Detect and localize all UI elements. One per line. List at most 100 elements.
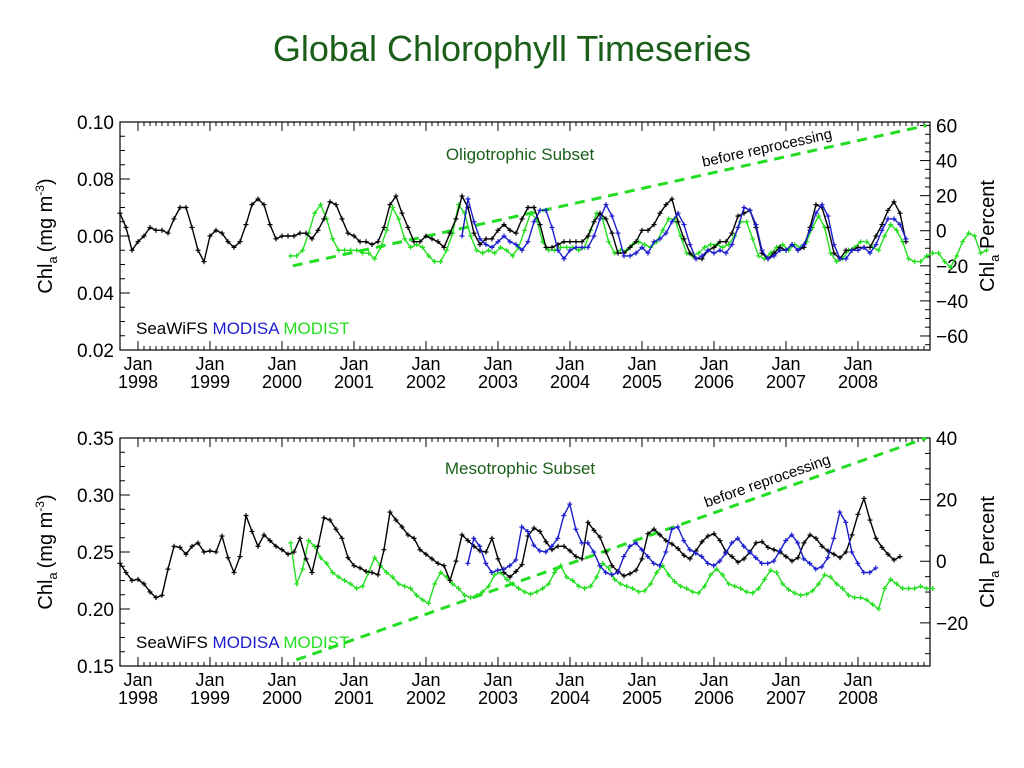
legend-modisa: MODISA	[213, 319, 281, 338]
x-tick-label-year: 2002	[406, 688, 446, 708]
y-tick-label: 0.30	[77, 486, 114, 507]
y2-tick-label: 40	[936, 152, 957, 173]
x-tick-label-month: Jan	[627, 670, 656, 690]
legend-seawifs: SeaWiFS	[136, 633, 208, 652]
y2-label-rest: Percent	[977, 180, 999, 255]
y2-axis-label: Chla Percent	[977, 180, 1002, 292]
y2-tick-label: −60	[936, 327, 968, 348]
series-line-seawifs	[119, 194, 907, 264]
x-tick-label-month: Jan	[123, 670, 152, 690]
x-tick-label-year: 1998	[118, 372, 158, 392]
x-tick-label-month: Jan	[267, 354, 296, 374]
reprocessing-line	[295, 436, 927, 662]
x-tick-label-month: Jan	[267, 670, 296, 690]
x-tick-label-month: Jan	[843, 354, 872, 374]
y-tick-label: 0.20	[77, 600, 114, 621]
x-tick-label-year: 2000	[262, 372, 302, 392]
legend-modist: MODIST	[283, 633, 349, 652]
x-tick-label-month: Jan	[843, 670, 872, 690]
y2-label-rest: Percent	[977, 496, 999, 571]
x-tick-label-year: 2004	[550, 688, 590, 708]
y2-tick-label: 20	[936, 491, 957, 512]
y-tick-label: 0.04	[77, 284, 114, 305]
legend-modisa: MODISA	[213, 633, 281, 652]
x-tick-label-year: 2008	[838, 688, 878, 708]
reprocessing-label: before reprocessing	[702, 451, 833, 511]
y-label-sub: a	[45, 572, 60, 580]
legend: SeaWiFS MODISA MODIST	[136, 633, 350, 652]
y2-label-sub: a	[987, 570, 1002, 578]
y-label-text: Chl	[35, 264, 57, 294]
page-title: Global Chlorophyll Timeseries	[272, 28, 752, 69]
y-tick-label: 0.10	[77, 113, 114, 134]
y-label-sub: a	[45, 256, 60, 264]
y2-tick-label: −20	[936, 614, 968, 635]
y2-axis-label: Chla Percent	[977, 496, 1002, 608]
x-tick-label-month: Jan	[195, 670, 224, 690]
panel-mesotrophic: Mesotrophic Subset Chla(mg m-3) Chla Per…	[33, 437, 1002, 667]
x-tick-label-month: Jan	[483, 354, 512, 374]
x-tick-label-year: 1999	[190, 688, 230, 708]
y-label-close: )	[35, 178, 57, 185]
y-tick-label: 0.02	[77, 341, 114, 362]
x-tick-label-year: 2006	[694, 688, 734, 708]
y-label-sup: -3	[33, 185, 47, 196]
x-tick-label-year: 1998	[118, 688, 158, 708]
y-tick-label: 0.15	[77, 657, 114, 678]
series-line-modisa	[467, 502, 877, 576]
y-label-text: Chl	[35, 580, 57, 610]
y2-tick-label: 20	[936, 187, 957, 208]
x-tick-label-year: 2001	[334, 688, 374, 708]
y-label-sup: -3	[33, 501, 47, 512]
reprocessing-line	[292, 124, 927, 268]
x-tick-label-month: Jan	[339, 670, 368, 690]
y2-tick-label: −40	[936, 292, 968, 313]
x-tick-label-year: 2003	[478, 372, 518, 392]
x-tick-label-year: 2006	[694, 372, 734, 392]
y2-tick-label: 40	[936, 429, 957, 450]
legend-modist: MODIST	[283, 319, 349, 338]
x-tick-label-month: Jan	[123, 354, 152, 374]
x-tick-label-month: Jan	[771, 670, 800, 690]
x-tick-label-year: 2000	[262, 688, 302, 708]
y-axis-label: Chla (mg m-3)	[33, 178, 60, 293]
y2-label-sub: a	[987, 254, 1002, 262]
x-tick-label-month: Jan	[555, 670, 584, 690]
x-tick-label-year: 2005	[622, 688, 662, 708]
x-tick-label-month: Jan	[627, 354, 656, 374]
y2-label-text: Chl	[977, 262, 999, 292]
x-tick-label-month: Jan	[555, 354, 584, 374]
x-tick-label-month: Jan	[771, 354, 800, 374]
y2-tick-label: 0	[936, 222, 947, 243]
x-tick-label-month: Jan	[699, 670, 728, 690]
y2-tick-label: 60	[936, 117, 957, 138]
x-tick-label-month: Jan	[195, 354, 224, 374]
y-tick-label: 0.25	[77, 543, 114, 564]
y2-tick-label: 0	[936, 552, 947, 573]
x-tick-label-year: 1999	[190, 372, 230, 392]
x-tick-label-year: 2001	[334, 372, 374, 392]
x-tick-label-month: Jan	[339, 354, 368, 374]
x-tick-label-month: Jan	[483, 670, 512, 690]
x-tick-label-year: 2007	[766, 688, 806, 708]
x-tick-label-month: Jan	[699, 354, 728, 374]
y-tick-label: 0.08	[77, 170, 114, 191]
reprocessing-label: before reprocessing	[700, 126, 833, 171]
y-axis-label: Chla (mg m-3)	[33, 494, 60, 609]
panel-oligotrophic: Oligotrophic Subset Chla(mg m-3) Chla Pe…	[33, 121, 1002, 351]
y2-label-text: Chl	[977, 578, 999, 608]
x-tick-label-year: 2008	[838, 372, 878, 392]
subset-title: Mesotrophic Subset	[445, 459, 596, 478]
y-label-unit: (mg m	[35, 512, 57, 569]
x-tick-label-year: 2003	[478, 688, 518, 708]
y-tick-label: 0.35	[77, 429, 114, 450]
x-tick-label-year: 2005	[622, 372, 662, 392]
y-label-unit: (mg m	[35, 196, 57, 253]
x-tick-label-year: 2004	[550, 372, 590, 392]
x-tick-label-year: 2007	[766, 372, 806, 392]
x-tick-label-month: Jan	[411, 670, 440, 690]
y-tick-label: 0.06	[77, 227, 114, 248]
legend-seawifs: SeaWiFS	[136, 319, 208, 338]
legend: SeaWiFS MODISA MODIST	[136, 319, 350, 338]
